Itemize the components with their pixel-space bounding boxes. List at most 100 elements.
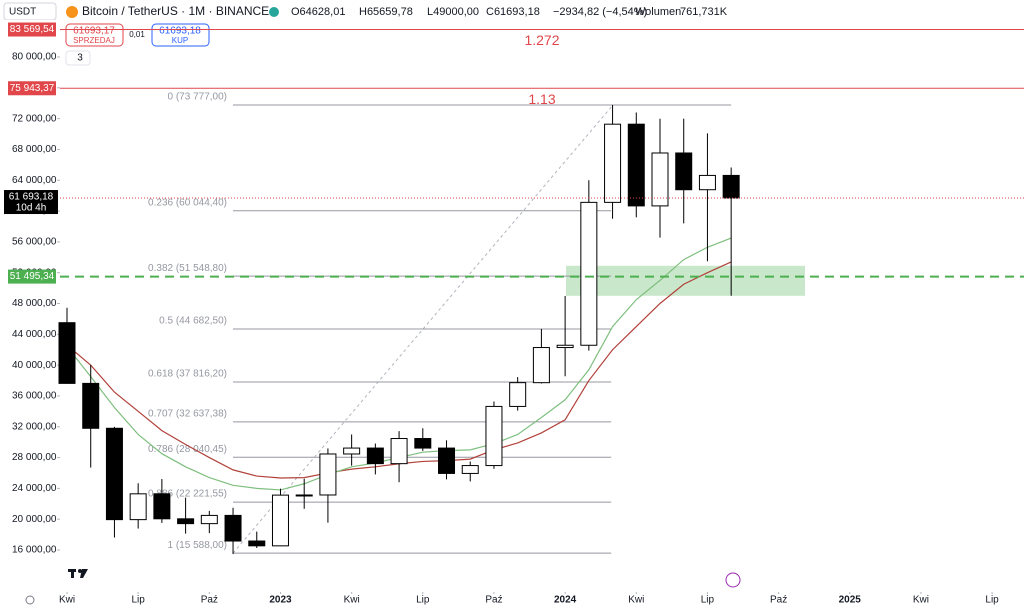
x-tick-label: 2024 — [554, 595, 577, 606]
candle-body — [177, 518, 195, 525]
sell-label: SPRZEDAJ — [73, 36, 115, 45]
candle-body — [295, 494, 313, 497]
candle-body — [414, 438, 432, 449]
support-price: 51 495,34 — [10, 271, 55, 282]
fib-label: 0.618 (37 816,20) — [148, 369, 227, 380]
x-tick-label: Lip — [985, 595, 999, 606]
logo — [68, 569, 88, 578]
ohlc-close: C61693,18 — [486, 6, 540, 18]
y-tick-label: 16 000,00 — [12, 545, 57, 556]
candle-body — [200, 514, 218, 525]
support-zone — [566, 265, 805, 296]
x-tick-label: Kwi — [59, 595, 75, 606]
x-tick-label: Lip — [701, 595, 715, 606]
fib-label: 0.236 (60 044,40) — [148, 197, 227, 208]
y-tick-label: 72 000,00 — [12, 113, 57, 124]
candle-body — [722, 174, 740, 199]
spread: 0,01 — [129, 30, 145, 39]
level-annotation: 1.13 — [528, 91, 555, 107]
fib-label: 0.382 (51 548,80) — [148, 263, 227, 274]
level-price: 83 569,54 — [10, 24, 55, 35]
fib-label: 0.707 (32 637,38) — [148, 408, 227, 419]
y-tick-label: 48 000,00 — [12, 298, 57, 309]
x-tick-label: 2025 — [839, 595, 862, 606]
candle-body — [580, 201, 598, 346]
x-tick-label: Paź — [770, 595, 787, 606]
fib-trend — [232, 104, 614, 554]
candle-body — [319, 453, 337, 496]
fib-label: 0.786 (28 040,45) — [148, 444, 227, 455]
fib-label: 1 (15 588,00) — [168, 540, 228, 551]
candle-body — [343, 447, 361, 455]
y-tick-label: 44 000,00 — [12, 329, 57, 340]
ohlc-open: O64628,01 — [291, 6, 345, 18]
event-icon[interactable] — [725, 572, 741, 588]
currency: USDT — [9, 7, 36, 18]
orders-count: 3 — [77, 53, 83, 64]
y-tick-label: 64 000,00 — [12, 175, 57, 186]
candle-body — [105, 427, 123, 521]
symbol[interactable]: Bitcoin / TetherUS · 1M · BINANCE — [82, 4, 269, 18]
volume: 761,731K — [680, 6, 728, 18]
candle-body — [604, 123, 622, 203]
sell-price: 61693,17 — [73, 26, 115, 37]
countdown: 10d 4h — [16, 203, 47, 214]
support-tag — [8, 269, 56, 284]
candle-body — [248, 540, 266, 547]
y-tick-label: 36 000,00 — [12, 391, 57, 402]
x-tick-label: Kwi — [913, 595, 929, 606]
x-tick-label: Lip — [131, 595, 145, 606]
y-tick-label: 32 000,00 — [12, 421, 57, 432]
candle-body — [485, 405, 503, 467]
candle-body — [461, 465, 479, 474]
ohlc-low: L49000,00 — [427, 6, 479, 18]
candle-body — [509, 382, 527, 407]
y-tick-label: 24 000,00 — [12, 483, 57, 494]
candle-body — [390, 438, 408, 465]
candle-body — [698, 174, 716, 191]
fib-label: 0.5 (44 682,50) — [159, 316, 227, 327]
candle-body — [153, 493, 171, 520]
y-tick-label: 28 000,00 — [12, 452, 57, 463]
x-tick-label: Kwi — [628, 595, 644, 606]
candle-body — [129, 493, 147, 521]
candle-body — [556, 344, 574, 349]
level-tag — [8, 81, 56, 96]
x-tick-label: Kwi — [344, 595, 360, 606]
candle-body — [438, 447, 456, 474]
candle-body — [366, 447, 384, 465]
buy-label: KUP — [172, 36, 188, 45]
buy-price: 61693,18 — [159, 26, 201, 37]
level-tag — [8, 22, 56, 37]
candle-body — [675, 152, 693, 191]
x-tick-label: Lip — [416, 595, 430, 606]
candle-body — [651, 152, 669, 207]
fib-label: 0.886 (22 221,55) — [148, 489, 227, 500]
x-tick-label: Paź — [201, 595, 218, 606]
last-price-tag — [4, 190, 58, 215]
y-tick-label: 56 000,00 — [12, 237, 57, 248]
y-tick-label: 68 000,00 — [12, 144, 57, 155]
settings-icon[interactable] — [25, 595, 35, 605]
x-tick-label: 2023 — [269, 595, 292, 606]
ohlc-high: H65659,78 — [359, 6, 413, 18]
candle-body — [82, 382, 100, 429]
fib-label: 0 (73 777,00) — [168, 92, 228, 103]
level-annotation: 1.272 — [524, 32, 559, 48]
change: −2934,82 (−4,54%) — [553, 6, 647, 18]
candle-body — [532, 347, 550, 384]
volume-label: Wolumen — [635, 6, 681, 18]
candle-body — [271, 494, 289, 547]
candle-body — [224, 514, 242, 542]
y-tick-label: 40 000,00 — [12, 360, 57, 371]
last-price: 61 693,18 — [9, 192, 54, 203]
price-axis — [0, 20, 58, 590]
y-tick-label: 80 000,00 — [12, 52, 57, 63]
level-price: 75 943,37 — [10, 83, 55, 94]
status-dot — [269, 7, 279, 17]
x-tick-label: Paź — [485, 595, 502, 606]
y-tick-label: 20 000,00 — [12, 514, 57, 525]
orders-toggle[interactable] — [65, 50, 91, 66]
